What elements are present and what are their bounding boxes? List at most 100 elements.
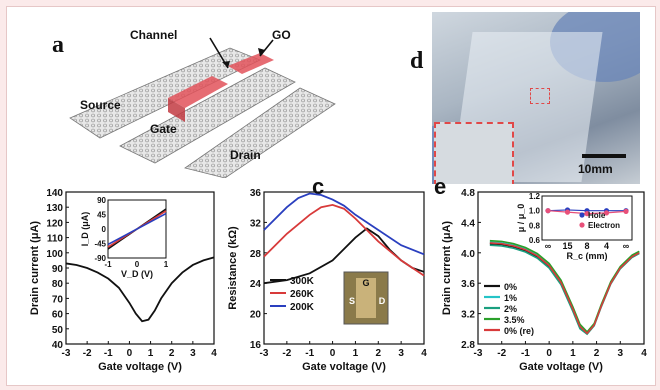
chart-b-ytick-label: 50: [52, 325, 64, 336]
chart-e-xtick-label: -1: [521, 348, 530, 359]
chart-b-xtick-label: 0: [127, 348, 133, 359]
chart-e-inset-xtick: 15: [562, 241, 572, 251]
chart-b-inset-line: [107, 212, 167, 246]
chart-c-ytick-label: 28: [250, 249, 262, 260]
chart-e-xtick-label: 3: [618, 348, 624, 359]
chart-e-xtick-label: 1: [570, 348, 576, 359]
chart-e-inset-xtick: ∞: [545, 241, 552, 251]
chart-c-ytick-label: 36: [250, 188, 262, 199]
chart-c-ytick-label: 24: [250, 279, 262, 290]
chart-e-inset-ytick: 1.0: [529, 207, 541, 216]
chart-b-inset-ytick: 45: [97, 211, 106, 220]
chart-e-inset-xtick: 4: [604, 241, 609, 251]
scale-bar: [582, 154, 626, 158]
chart-e-ylabel: Drain current (μA): [441, 221, 453, 315]
label-go: GO: [272, 28, 291, 42]
chart-b-ytick-label: 70: [52, 294, 64, 305]
chart-b-ytick-label: 120: [46, 218, 63, 229]
chart-c-ytick-label: 16: [250, 340, 262, 351]
chart-c-series-line: [263, 192, 425, 256]
chart-c-chip-label-d: D: [379, 296, 386, 306]
chart-e-xtick-label: -3: [474, 348, 483, 359]
chart-b-ytick-label: 40: [52, 340, 64, 351]
chart-e-inset-legend-label: Electron: [588, 221, 620, 230]
chart-e-inset-point: [603, 210, 610, 216]
chart-e-inset-legend-marker: [579, 212, 585, 218]
chart-b-xtick-label: 1: [148, 348, 154, 359]
chart-e-legend-label: 1%: [504, 293, 517, 303]
chart-e-xtick-label: 4: [641, 348, 647, 359]
chart-e: e -3 -2 -1 0 1 2 3 4 2.8 3.2 3.6 4.0 4.4 4.8 Gate volta…: [434, 178, 647, 373]
chart-e-series-line: [489, 239, 640, 334]
panel-d-letter: d: [410, 48, 424, 74]
chart-b-inset-xtick: 1: [164, 260, 169, 269]
chart-e-xtick-label: 0: [546, 348, 552, 359]
chart-e-inset-ytick: 0.6: [529, 236, 541, 245]
chart-c-chip-pad: [356, 278, 376, 318]
drain-electrode: [184, 87, 336, 178]
chart-e-ytick-label: 4.4: [461, 218, 475, 229]
chart-e-ytick-label: 3.2: [461, 310, 475, 321]
chart-e-ytick-label: 4.8: [461, 188, 475, 199]
chart-b-inset-xtick: -1: [104, 260, 112, 269]
chart-e-inset-ytick: 1.2: [529, 192, 541, 201]
chart-b-ytick-label: 60: [52, 310, 64, 321]
go-layer: [228, 53, 274, 74]
chart-b-inset-ylabel: I_D (μA): [80, 212, 90, 247]
panel-e-letter: e: [434, 178, 446, 199]
chart-e-inset-legend-label: Hole: [588, 211, 606, 220]
chart-c-xtick-label: -1: [305, 348, 314, 359]
chart-b-inset-xlabel: V_D (V): [121, 269, 153, 279]
chart-b-ytick-label: 110: [47, 234, 64, 245]
chart-c-xtick-label: 1: [353, 348, 359, 359]
chart-e-xlabel: Gate voltage (V): [519, 361, 603, 373]
chart-c-legend-label: 260K: [290, 289, 315, 300]
chart-e-ytick-label: 3.6: [461, 279, 475, 290]
chart-b-xtick-label: -1: [104, 348, 113, 359]
chart-c-xtick-label: 0: [330, 348, 336, 359]
chart-e-series-line: [489, 242, 640, 335]
chart-b: b -3-2-101234405060708090100110120130140…: [8, 178, 217, 373]
go-channel-top: [168, 76, 228, 108]
chart-c-plot-frame: [263, 191, 425, 345]
label-drain: Drain: [230, 148, 261, 162]
chart-e-xtick-label: 2: [594, 348, 600, 359]
chart-b-xlabel: Gate voltage (V): [98, 361, 182, 373]
panel-b-letter: b: [8, 178, 23, 184]
chart-c-series-line: [263, 203, 425, 277]
chart-e-ytick-label: 2.8: [461, 340, 475, 351]
chart-e-inset-legend-marker: [579, 222, 585, 228]
chart-b-xtick-label: -2: [83, 348, 92, 359]
chart-b-inset-ytick: -90: [94, 254, 106, 263]
chart-c-ylabel: Resistance (kΩ): [227, 226, 239, 310]
chart-e-inset-xtick: 8: [584, 241, 589, 251]
chart-e-legend-label: 0% (re): [504, 326, 534, 336]
chart-b-xtick-label: 2: [169, 348, 175, 359]
chart-c-chip-label-s: S: [349, 296, 355, 306]
device-schematic: [69, 37, 336, 178]
chart-b-inset-xtick: 0: [135, 260, 140, 269]
chart-c-ytick-label: 32: [250, 218, 262, 229]
chart-b-ytick-label: 100: [46, 249, 63, 260]
chart-e-legend-label: 0%: [504, 282, 517, 292]
chart-b-ytick-label: 130: [46, 203, 63, 214]
chart-b-inset-ytick: -45: [94, 240, 106, 249]
chart-e-inset-ylabel: μ / μ_0: [516, 204, 526, 233]
chart-b-xtick-label: 3: [190, 348, 196, 359]
scale-bar-label: 10mm: [578, 162, 613, 176]
chart-c-xtick-label: 3: [398, 348, 404, 359]
chart-b-ytick-label: 140: [46, 188, 63, 199]
chart-c-xtick-label: -2: [282, 348, 291, 359]
chart-c-ytick-label: 20: [250, 310, 262, 321]
chart-e-legend-label: 3.5%: [504, 315, 525, 325]
highlight-box: [530, 88, 550, 104]
chart-b-ytick-label: 80: [52, 279, 64, 290]
chart-e-inset-point: [545, 208, 551, 214]
chart-b-inset-ytick: 90: [97, 196, 106, 205]
chart-b-inset-ytick: 0: [102, 225, 107, 234]
chart-e-plot-frame: [477, 191, 645, 345]
label-channel: Channel: [130, 28, 178, 42]
chart-b-series-line: [65, 256, 215, 323]
chart-e-ytick-label: 4.0: [461, 249, 475, 260]
